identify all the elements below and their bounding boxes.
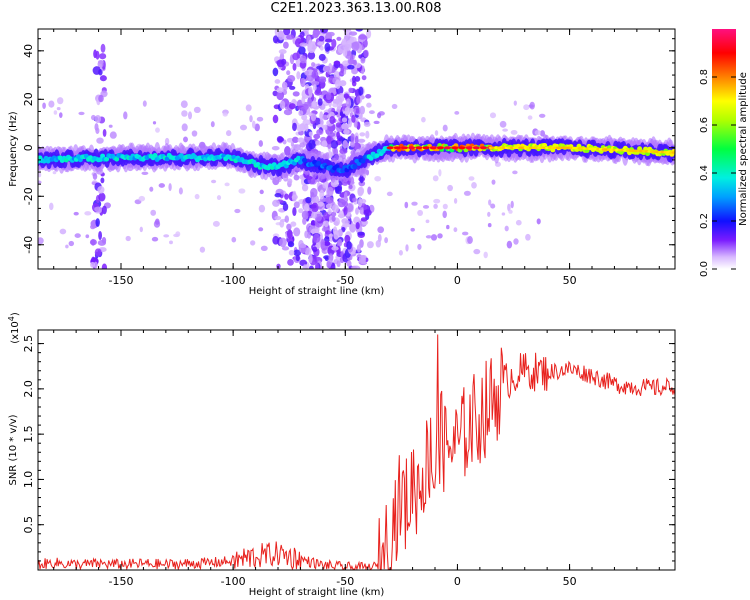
snr-frame <box>37 329 676 571</box>
snr-xtick-label: -50 <box>336 575 354 588</box>
snr-ytick-label: 1.0 <box>22 471 35 489</box>
colorbar: 0.0 0.2 0.4 0.6 0.8 Normalized spectral ampli… <box>699 29 749 277</box>
snr-xtick-label: 50 <box>563 575 577 588</box>
colorbar-tick-label: 0.8 <box>699 69 710 85</box>
colorbar-tick-label: 0.4 <box>699 165 710 181</box>
spectrogram-ytick-label: 40 <box>22 44 35 58</box>
snr-series-line <box>38 334 675 570</box>
snr-ytick-label: 2.5 <box>22 335 35 353</box>
snr-xtick-label: -100 <box>221 575 246 588</box>
spectrogram-xtick-label: -100 <box>221 274 246 287</box>
snr-xtick-label: -150 <box>109 575 134 588</box>
colorbar-tick-label: 0.2 <box>699 213 710 229</box>
snr-xtick-label: 0 <box>454 575 461 588</box>
snr-plot-area <box>38 334 675 570</box>
spectrogram-ytick-label: -40 <box>22 236 35 254</box>
spectrogram-panel: -150 -100 -50 0 50 Height of straight line (k… <box>8 28 676 297</box>
spectrogram-xtick-label: -50 <box>336 274 354 287</box>
spectrogram-xtick-label: 0 <box>454 274 461 287</box>
snr-ytick-label: 2.0 <box>22 380 35 398</box>
spectrogram-xtick-label: 50 <box>563 274 577 287</box>
spectrogram-ytick-label: -20 <box>22 187 35 205</box>
colorbar-tick-label: 0.0 <box>699 261 710 277</box>
colorbar-gradient <box>712 29 736 269</box>
snr-panel: -150 -100 -50 0 50 Height of straight line (k… <box>7 312 676 598</box>
spectrogram-ytick-label: 0 <box>22 144 35 151</box>
snr-ytick-label: 0.5 <box>22 516 35 534</box>
snr-ytick-label: 1.5 <box>22 425 35 443</box>
spectrogram-ytick-label: 20 <box>22 92 35 106</box>
snr-xlabel: Height of straight line (km) <box>249 587 385 598</box>
spectrogram-xlabel: Height of straight line (km) <box>249 286 385 297</box>
spectrogram-frame <box>37 28 676 270</box>
colorbar-label: Normalized spectral amplitude <box>738 72 749 226</box>
snr-ylabel: SNR (10 * v/v) <box>8 414 19 485</box>
spectrogram-xtick-label: -150 <box>109 274 134 287</box>
spectrogram-image <box>38 29 675 269</box>
figure-title: C2E1.2023.363.13.00.R08 <box>270 1 442 16</box>
spectrogram-ylabel: Frequency (Hz) <box>8 111 19 187</box>
snr-multiplier: (x104) <box>7 312 21 344</box>
colorbar-tick-label: 0.6 <box>699 117 710 133</box>
